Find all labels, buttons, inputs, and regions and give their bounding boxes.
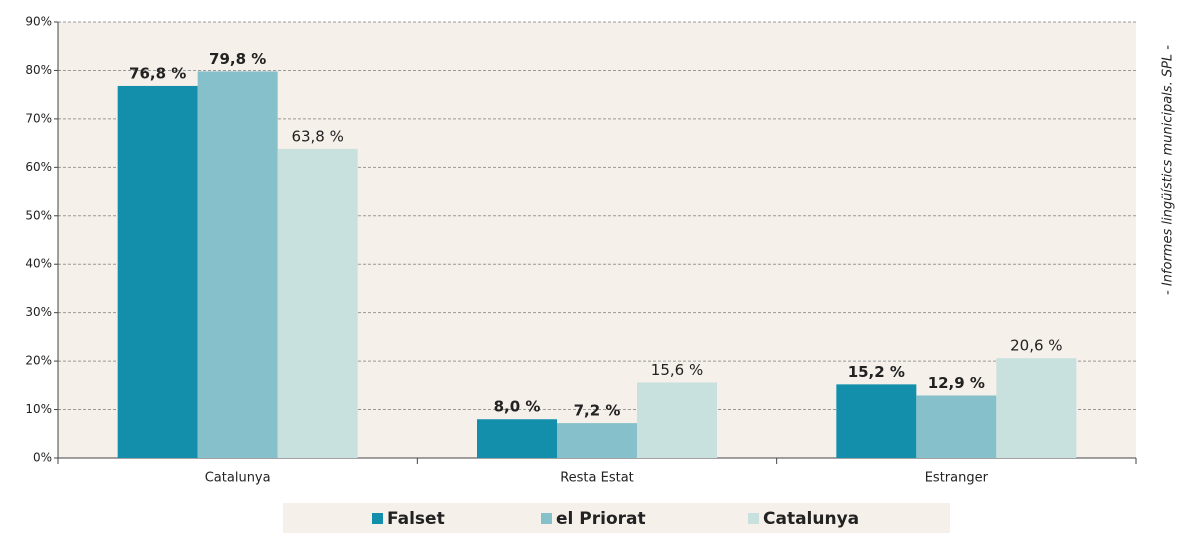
bar: [836, 384, 917, 458]
value-label: 63,8 %: [291, 127, 343, 145]
value-label: 76,8 %: [129, 64, 186, 82]
bar: [996, 358, 1077, 458]
legend-label: el Priorat: [556, 509, 646, 529]
value-label: 79,8 %: [209, 50, 266, 68]
y-tick-label: 40%: [25, 257, 52, 271]
legend-label: Catalunya: [763, 509, 859, 529]
x-tick-label: Catalunya: [205, 471, 271, 486]
value-label: 7,2 %: [574, 402, 621, 420]
y-tick-label: 60%: [25, 160, 52, 174]
y-tick-label: 90%: [25, 15, 52, 29]
bar: [197, 71, 278, 458]
y-tick-label: 20%: [25, 354, 52, 368]
y-tick-label: 80%: [25, 63, 52, 77]
x-tick-label: Estranger: [925, 471, 989, 486]
y-tick-label: 0%: [33, 451, 52, 465]
x-tick-label: Resta Estat: [560, 471, 634, 486]
y-tick-label: 30%: [25, 305, 52, 319]
y-tick-label: 10%: [25, 402, 52, 416]
legend-swatch: [372, 513, 383, 524]
value-label: 12,9 %: [928, 374, 985, 392]
value-label: 8,0 %: [494, 398, 541, 416]
legend-box: [283, 503, 950, 533]
bar: [557, 423, 637, 458]
bar: [916, 395, 997, 458]
source-note: - Informes lingüístics municipals. SPL -: [1161, 45, 1176, 295]
value-label: 15,2 %: [848, 363, 905, 381]
y-tick-label: 70%: [25, 111, 52, 125]
bar: [477, 419, 557, 458]
value-label: 20,6 %: [1010, 337, 1062, 355]
bar: [637, 382, 717, 458]
y-tick-label: 50%: [25, 208, 52, 222]
legend-swatch: [541, 513, 552, 524]
bar: [117, 85, 198, 459]
value-label: 15,6 %: [651, 361, 703, 379]
legend-swatch: [748, 513, 759, 524]
legend-label: Falset: [387, 509, 445, 529]
bar: [277, 148, 358, 458]
